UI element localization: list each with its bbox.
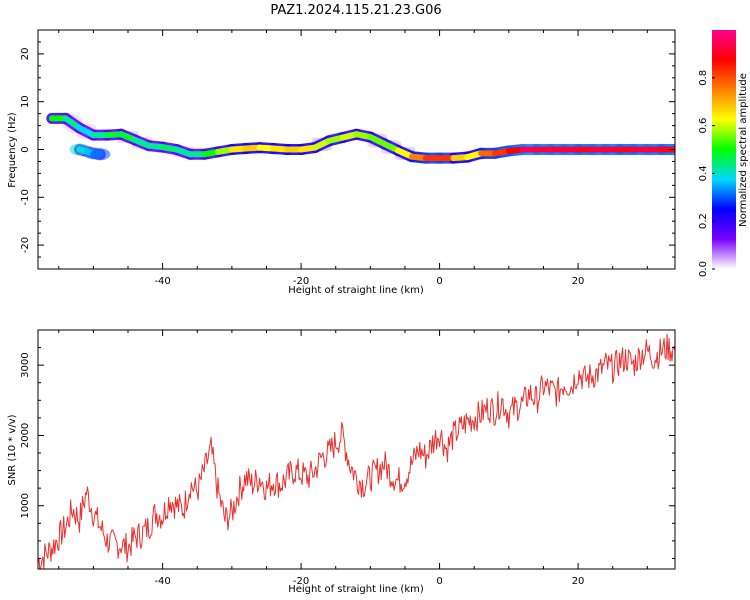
colorbar-tick-label: 0.4 xyxy=(698,165,709,181)
x-tick-label: 20 xyxy=(572,576,585,587)
colorbar-label: Normalized spectral amplitude xyxy=(738,73,749,227)
y-tick-label: 0 xyxy=(20,146,31,152)
snr-ticks: -40 -20 0 20 1000 2000 3000 xyxy=(20,329,675,587)
figure-title: PAZ1.2024.115.21.23.G06 xyxy=(270,3,441,18)
y-tick-label: -20 xyxy=(20,237,31,253)
colorbar-tick-label: 0.6 xyxy=(698,118,709,134)
snr-frame xyxy=(37,329,676,570)
x-tick-label: -40 xyxy=(154,276,170,287)
snr-x-axis-label: Height of straight line (km) xyxy=(288,584,424,595)
x-tick-label: 20 xyxy=(572,276,585,287)
y-tick-label: 10 xyxy=(20,95,31,108)
x-tick-label: -40 xyxy=(154,576,170,587)
colorbar-tick-label: 0.0 xyxy=(698,261,709,277)
x-tick-label: 0 xyxy=(436,276,442,287)
y-tick-label: 2000 xyxy=(20,423,31,448)
snr-panel: -40 -20 0 20 1000 2000 3000 Height of straight… xyxy=(7,329,676,595)
y-tick-label: 20 xyxy=(20,48,31,61)
heatmap-x-axis-label: Height of straight line (km) xyxy=(288,285,424,296)
heatmap-y-axis-label: Frequency (Hz) xyxy=(7,112,18,188)
colorbar-gradient xyxy=(712,30,736,269)
colorbar: 0.0 0.2 0.4 0.6 0.8 Normalized spectral ampl… xyxy=(698,30,749,277)
snr-series-line xyxy=(38,333,675,569)
secondary-blob-core xyxy=(90,148,111,161)
colorbar-ticks: 0.0 0.2 0.4 0.6 0.8 xyxy=(698,70,715,277)
x-tick-label: -20 xyxy=(293,276,309,287)
heatmap-ticks: -40 -20 0 20 -20 -10 0 10 20 xyxy=(20,29,675,287)
snr-background xyxy=(38,330,675,569)
x-tick-label: 0 xyxy=(436,576,442,587)
heatmap-panel: -40 -20 0 20 -20 -10 0 10 20 Height of straight … xyxy=(7,29,676,296)
y-tick-label: 1000 xyxy=(20,493,31,518)
y-tick-label: 3000 xyxy=(20,352,31,377)
x-tick-label: -20 xyxy=(293,576,309,587)
y-tick-label: -10 xyxy=(20,189,31,205)
colorbar-tick-label: 0.2 xyxy=(698,213,709,229)
snr-y-axis-label: SNR (10 * v/v) xyxy=(7,414,18,485)
colorbar-tick-label: 0.8 xyxy=(698,70,709,86)
